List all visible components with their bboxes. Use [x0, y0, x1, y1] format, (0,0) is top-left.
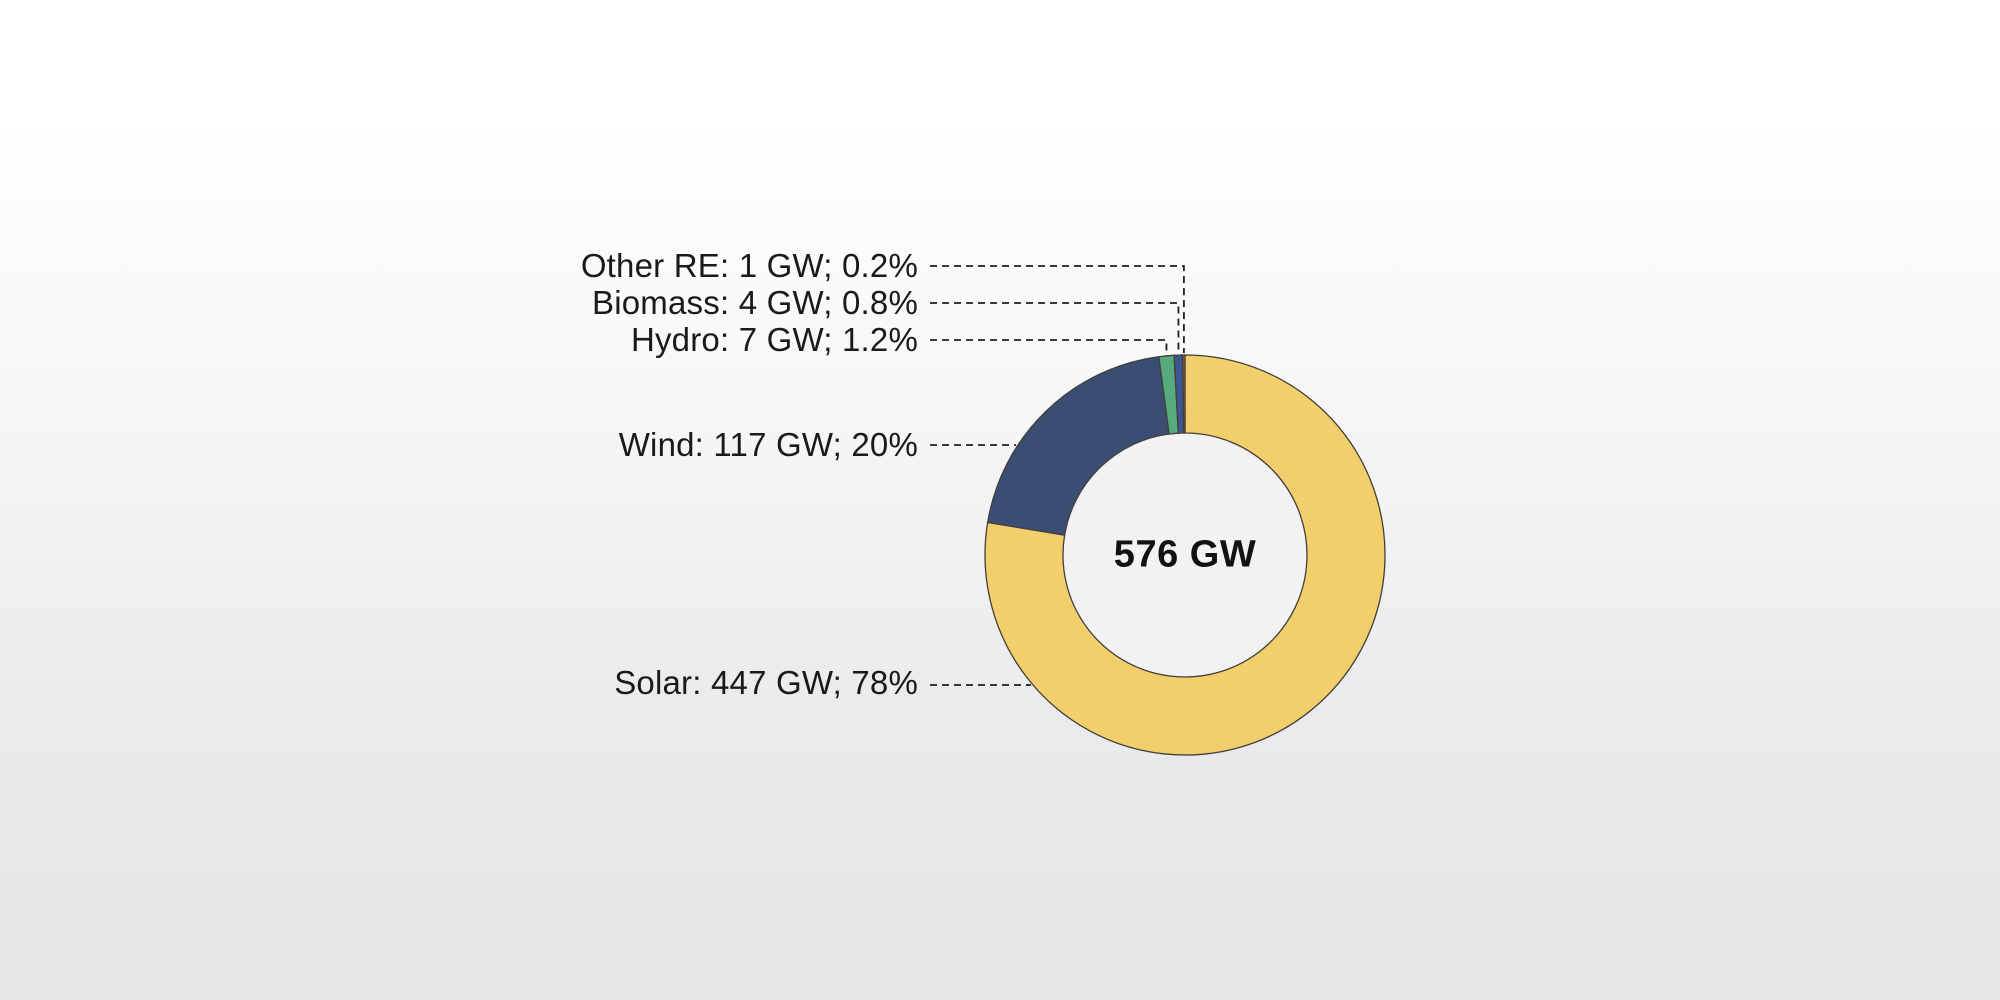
slice-other-re	[1182, 354, 1186, 434]
slice-wind	[986, 355, 1170, 536]
callout-hydro: Hydro: 7 GW; 1.2%	[630, 321, 918, 358]
leader-line-hydro	[930, 339, 1168, 354]
callout-wind: Wind: 117 GW; 20%	[618, 426, 918, 463]
callout-biomass: Biomass: 4 GW; 0.8%	[592, 284, 918, 321]
leader-line-other-re	[930, 265, 1185, 353]
slice-solar	[984, 354, 1386, 756]
callout-other-re: Other RE: 1 GW; 0.2%	[580, 247, 918, 284]
donut-hole	[1063, 433, 1307, 677]
callout-solar: Solar: 447 GW; 78%	[614, 664, 918, 701]
donut-center-total: 576 GW	[1113, 533, 1257, 576]
leader-line-biomass	[930, 302, 1180, 354]
